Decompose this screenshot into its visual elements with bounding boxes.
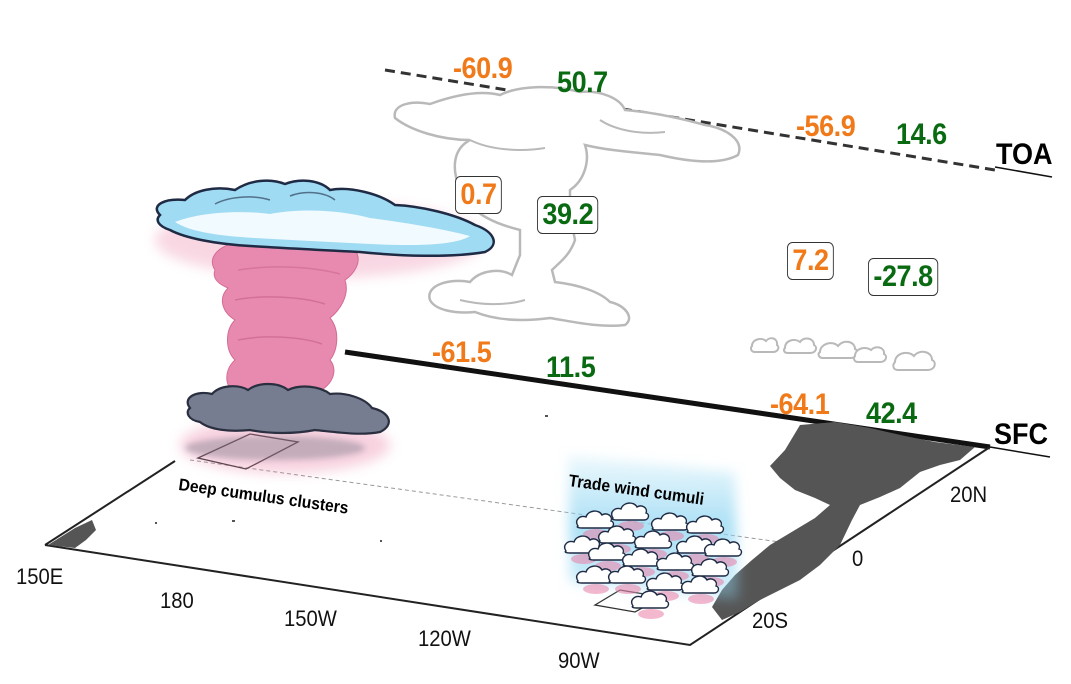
sfc-label: SFC [994,418,1048,451]
trade-cloud-puff [681,575,720,594]
sfc-trade-cool-value: 42.4 [866,397,917,430]
atm-deep-warm-value: 0.7 [455,176,502,214]
trade-cloud-puff [646,572,685,591]
lon-tick-150e: 150E [16,564,64,589]
trade-cloud-puff [588,542,627,561]
trade-cumuli-field [564,455,743,619]
toa-label: TOA [996,138,1053,171]
trade-cloud-puff [686,515,725,534]
outline-clouds-trade [750,337,936,371]
trade-cloud-puff [576,510,615,529]
toa-deep-cool-value: 50.7 [557,66,608,99]
lon-tick-120w: 120W [418,626,471,651]
lat-tick-20n: 20N [950,482,988,507]
sfc-deep-cool-value: 11.5 [546,351,596,384]
trade-cloud-shadow [688,594,714,604]
deep-cumulus-cloud [155,179,495,473]
land-west [48,520,96,548]
trade-cloud-shadow [615,584,641,594]
trade-cloud-puff [634,530,673,549]
lat-tick-20s: 20S [752,608,789,633]
sfc-deep-warm-value: -61.5 [432,336,492,369]
lon-tick-150w: 150W [284,606,337,631]
trade-cloud-puff [631,590,670,609]
land-americas [712,422,975,620]
toa-deep-warm-value: -60.9 [453,52,513,85]
toa-trade-warm-value: -56.9 [796,110,856,143]
trade-cloud-shadow [618,521,644,531]
trade-cloud-puff [651,512,690,531]
atm-trade-warm-value: 7.2 [787,242,834,280]
trade-cloud-puff [608,565,647,584]
lon-tick-180: 180 [160,588,194,613]
lat-tick-0: 0 [852,546,864,571]
trade-cloud-puff [704,538,743,557]
atm-deep-cool-value: 39.2 [537,196,599,234]
sfc-trade-warm-value: -64.1 [770,388,830,421]
trade-cloud-puff [656,552,695,571]
lon-tick-90w: 90W [558,648,600,673]
trade-cloud-puff [576,565,615,584]
toa-trade-cool-value: 14.6 [896,118,947,151]
trade-cloud-shadow [638,609,664,619]
trade-cloud-puff [611,502,650,521]
trade-cloud-shadow [583,584,609,594]
atm-trade-cool-value: -27.8 [868,258,939,296]
